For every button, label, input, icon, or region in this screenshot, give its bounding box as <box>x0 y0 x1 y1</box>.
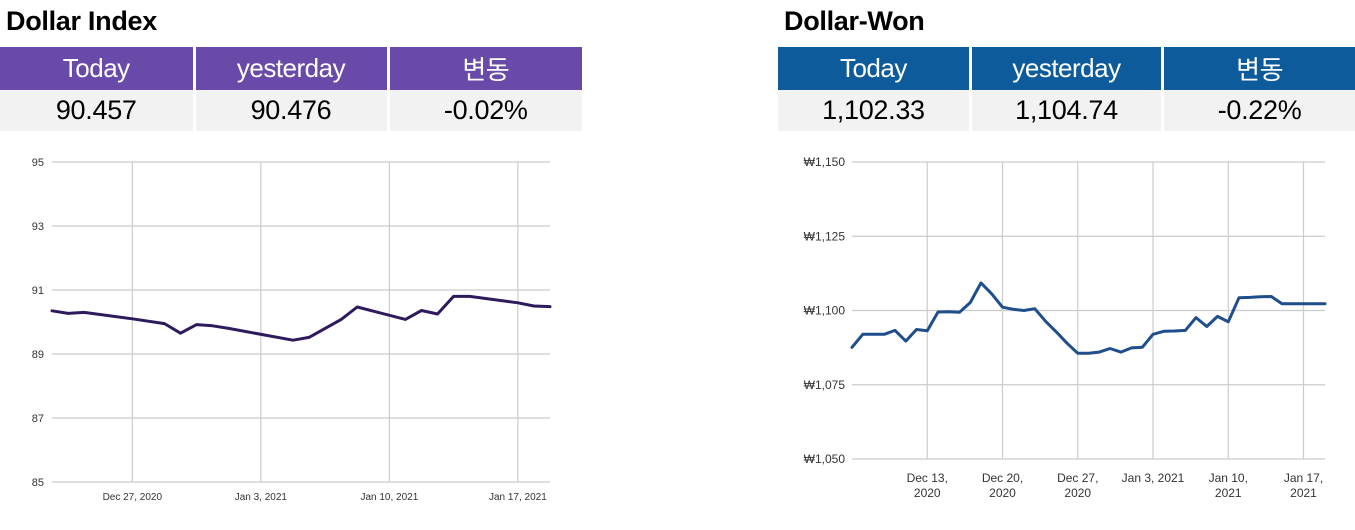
x-tick-label: Jan 17, <box>1284 471 1323 485</box>
dollar-index-title: Dollar Index <box>6 6 157 36</box>
x-tick-label: 2020 <box>914 486 941 500</box>
series-line <box>50 294 552 342</box>
x-tick-label: Dec 13, <box>907 471 948 485</box>
y-tick-label: ₩1,100 <box>804 304 846 318</box>
x-tick-label: Jan 3, 2021 <box>1122 471 1185 485</box>
x-tick-label: 2020 <box>1064 486 1091 500</box>
header-yesterday: yesterday <box>970 47 1165 90</box>
y-tick-label: 87 <box>32 413 44 425</box>
x-tick-label: 2021 <box>1290 486 1317 500</box>
y-tick-label: ₩1,050 <box>804 452 846 466</box>
header-yesterday: yesterday <box>194 47 390 90</box>
stats-header-row: Today yesterday 변동 <box>778 47 1355 90</box>
x-tick-label: Dec 20, <box>982 471 1023 485</box>
dollar-won-title: Dollar-Won <box>784 6 925 36</box>
y-tick-label: 93 <box>32 221 44 233</box>
y-tick-label: 95 <box>32 157 44 169</box>
x-tick-label: 2021 <box>1215 486 1242 500</box>
x-tick-label: Jan 10, <box>1209 471 1248 485</box>
header-change: 변동 <box>1162 47 1355 90</box>
series-line <box>850 281 1327 355</box>
stats-value-row: 90.457 90.476 -0.02% <box>0 90 582 131</box>
value-yesterday: 90.476 <box>194 90 390 131</box>
x-tick-label: Jan 10, 2021 <box>360 492 418 503</box>
y-tick-label: ₩1,150 <box>804 155 846 169</box>
y-tick-label: 91 <box>32 285 44 297</box>
y-tick-label: ₩1,075 <box>804 378 846 392</box>
x-tick-label: Jan 3, 2021 <box>235 492 288 503</box>
header-today: Today <box>0 47 196 90</box>
dollar-index-stats-table: Today yesterday 변동 90.457 90.476 -0.02% <box>0 47 582 131</box>
y-tick-label: 85 <box>32 477 44 489</box>
y-tick-label: ₩1,125 <box>804 229 846 243</box>
x-tick-label: Dec 27, <box>1057 471 1098 485</box>
value-yesterday: 1,104.74 <box>970 90 1165 131</box>
dollar-index-chart: 85 87 89 91 93 95 Dec 27, 2020 Jan 3, 2021 Jan 1… <box>32 157 552 503</box>
x-tick-label: Dec 27, 2020 <box>103 492 163 503</box>
x-tick-label: 2020 <box>989 486 1016 500</box>
stats-value-row: 1,102.33 1,104.74 -0.22% <box>778 90 1355 131</box>
y-tick-label: 89 <box>32 349 44 361</box>
x-tick-label: Jan 17, 2021 <box>489 492 547 503</box>
value-change: -0.22% <box>1162 90 1355 131</box>
dollar-won-stats-table: Today yesterday 변동 1,102.33 1,104.74 -0.… <box>778 47 1355 131</box>
value-change: -0.02% <box>388 90 582 131</box>
header-today: Today <box>778 47 972 90</box>
value-today: 90.457 <box>0 90 196 131</box>
stats-header-row: Today yesterday 변동 <box>0 47 582 90</box>
header-change: 변동 <box>388 47 582 90</box>
value-today: 1,102.33 <box>778 90 972 131</box>
